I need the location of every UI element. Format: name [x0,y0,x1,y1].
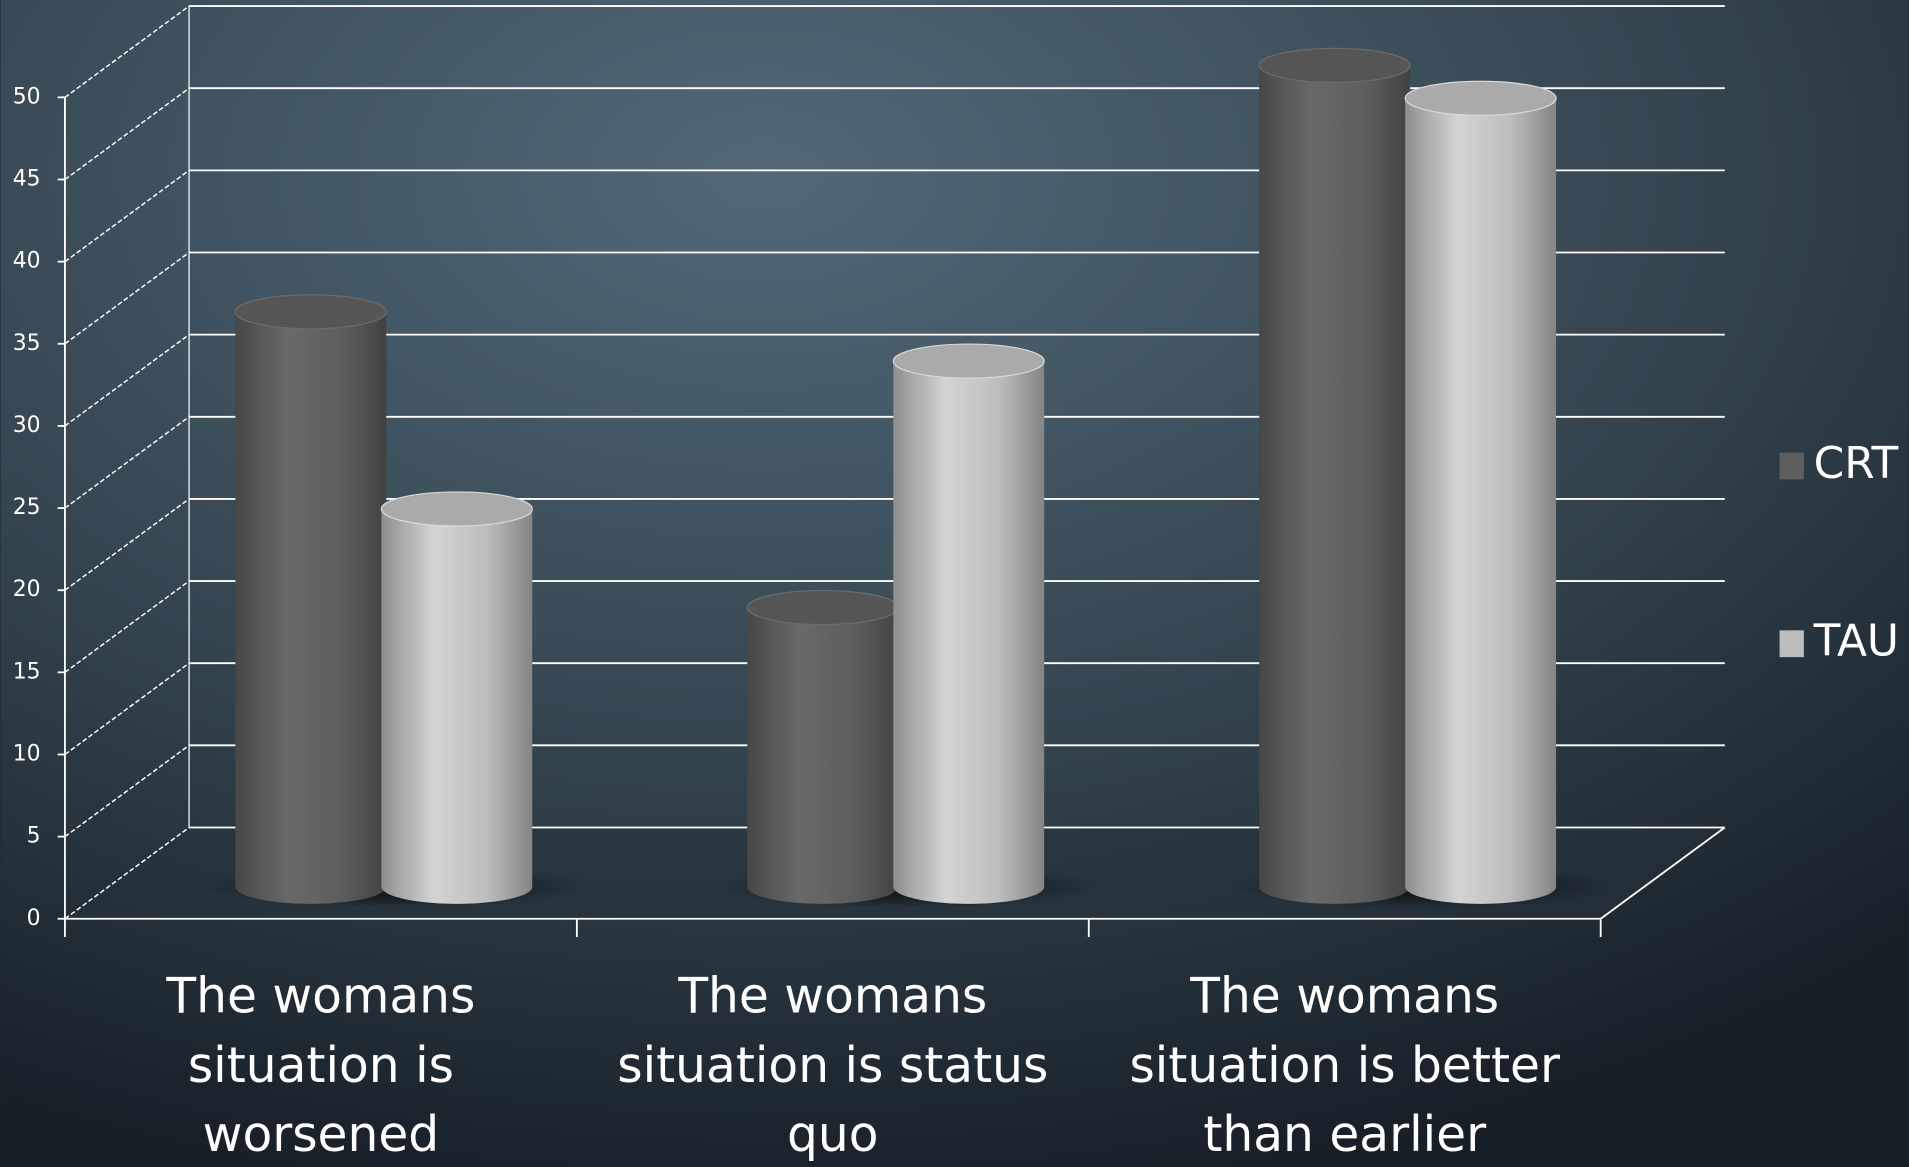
bar [1404,80,1557,904]
grid-line [64,498,190,591]
legend-swatch [1779,630,1804,658]
grid-line [64,662,190,756]
y-tick-label: 45 [13,166,41,191]
x-tick-label-line: situation is better [1129,1038,1560,1094]
floor-edge [1600,826,1726,920]
grid-line [64,5,190,98]
bar [380,491,533,904]
y-tick-label: 0 [27,906,41,931]
grid-line [64,334,190,427]
bar [892,343,1045,904]
grid-line [64,580,190,673]
bar-body [893,361,1045,904]
legend-label: CRT [1814,438,1899,489]
x-tick-label-line: situation is [188,1038,454,1094]
legend-label: TAU [1813,616,1899,667]
axes: 0 5 10 15 20 25 30 35 40 45 50 The womans situation … [13,84,1899,1163]
x-tick-label-line: worsened [203,1107,440,1163]
y-tick-label: 30 [13,413,41,438]
y-tick-label: 10 [13,741,41,766]
bar-top [892,343,1045,379]
bar-top [1258,47,1411,84]
y-tick-label: 50 [13,84,41,109]
bar [1258,47,1411,904]
bar [746,589,899,904]
bar-body [235,311,387,904]
x-tick-label-line: The womans [677,968,987,1024]
bar-body [747,607,899,904]
y-tick-label: 15 [13,659,41,684]
x-tick-label-line: quo [787,1107,879,1163]
y-tick-label: 40 [13,249,41,274]
grid-line [64,416,190,509]
x-tick-label: The womans situation is worsened [165,968,475,1163]
y-tick-label: 25 [13,495,41,520]
y-tick-label: 20 [13,577,41,602]
bar-top [234,294,387,330]
grid-line [64,169,190,263]
grid-line [64,826,190,920]
bars [201,47,1615,909]
x-tick-label: The womans situation is better than earlie… [1129,968,1560,1163]
y-tick-label: 35 [13,331,41,356]
x-tick-label-line: situation is status [617,1038,1048,1094]
legend-swatch [1779,452,1804,480]
grid-line [64,251,190,345]
bar-body [381,508,533,904]
bar-top [1404,80,1557,116]
y-tick-label: 5 [27,824,41,849]
x-tick-label-line: The womans [1189,968,1499,1024]
bar-top [380,491,533,527]
x-tick-label-line: than earlier [1203,1107,1486,1163]
bar-top [746,589,899,626]
bar-body [1405,98,1557,904]
x-tick-label: The womans situation is status quo [617,968,1048,1163]
bar [234,294,387,904]
x-tick-label-line: The womans [165,968,475,1024]
bar-body [1259,65,1411,904]
grid-line [64,744,190,838]
grid-line [64,87,190,181]
